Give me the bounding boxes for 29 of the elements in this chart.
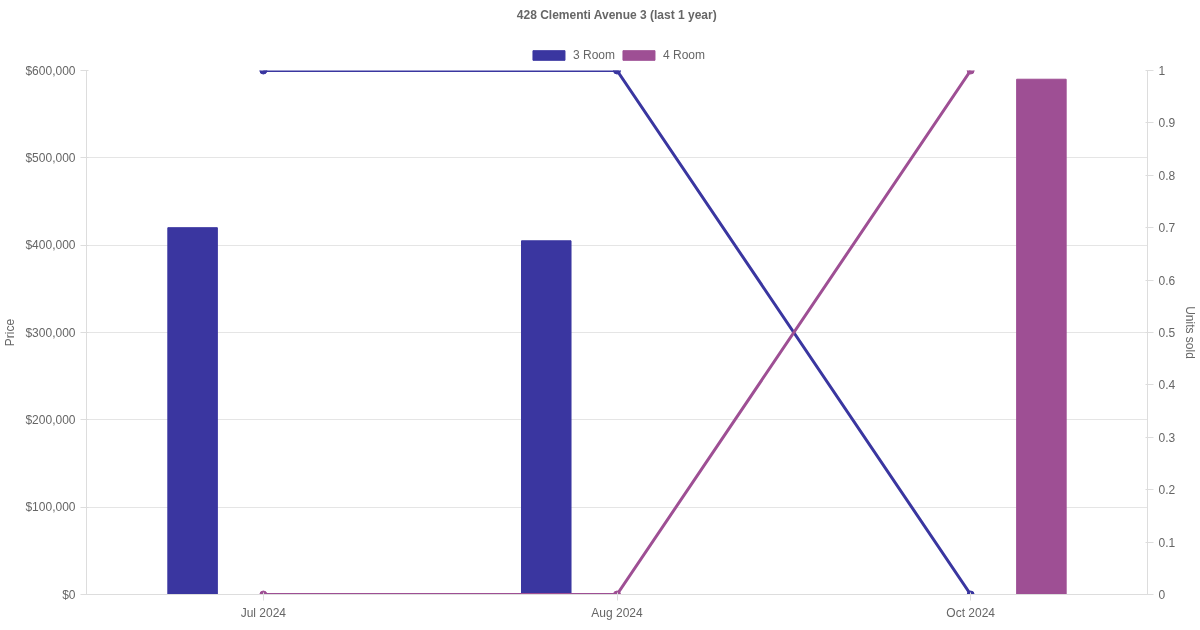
y2-axis-title: Units sold <box>1183 306 1198 359</box>
y-tick-label: $0 <box>62 587 76 602</box>
y2-tick-label: 0.9 <box>1158 116 1176 131</box>
y2-tick-label: 0.7 <box>1158 221 1176 236</box>
y-tick-label: $200,000 <box>25 412 76 427</box>
y2-tick-label: 0.4 <box>1158 378 1176 393</box>
bar <box>167 227 218 595</box>
y2-tick-label: 1 <box>1158 64 1166 78</box>
chart-title: 428 Clementi Avenue 3 (last 1 year) <box>516 7 717 22</box>
y2-tick-label: 0.5 <box>1158 326 1176 340</box>
y-tick-label: $400,000 <box>25 238 76 253</box>
x-tick-label: Aug 2024 <box>591 605 644 620</box>
y2-tick-label: 0.2 <box>1158 483 1176 498</box>
y2-tick-label: 0.1 <box>1158 535 1176 550</box>
y-tick-label: $500,000 <box>25 150 76 165</box>
y-tick-label: $300,000 <box>25 325 76 340</box>
bar <box>1016 78 1067 595</box>
y2-tick-label: 0.8 <box>1158 168 1176 183</box>
y2-tick-label: 0 <box>1158 588 1166 602</box>
y2-tick-label: 0.6 <box>1158 273 1176 288</box>
legend-label: 3 Room <box>572 48 615 62</box>
y2-tick-label: 0.3 <box>1158 430 1176 445</box>
legend-label: 4 Room <box>663 48 706 62</box>
bar <box>521 240 572 595</box>
x-tick-label: Oct 2024 <box>946 605 996 620</box>
y-axis-title: Price <box>3 318 18 347</box>
x-tick-label: Jul 2024 <box>240 605 287 620</box>
y-tick-label: $600,000 <box>25 63 76 78</box>
y-tick-label: $100,000 <box>25 500 76 515</box>
